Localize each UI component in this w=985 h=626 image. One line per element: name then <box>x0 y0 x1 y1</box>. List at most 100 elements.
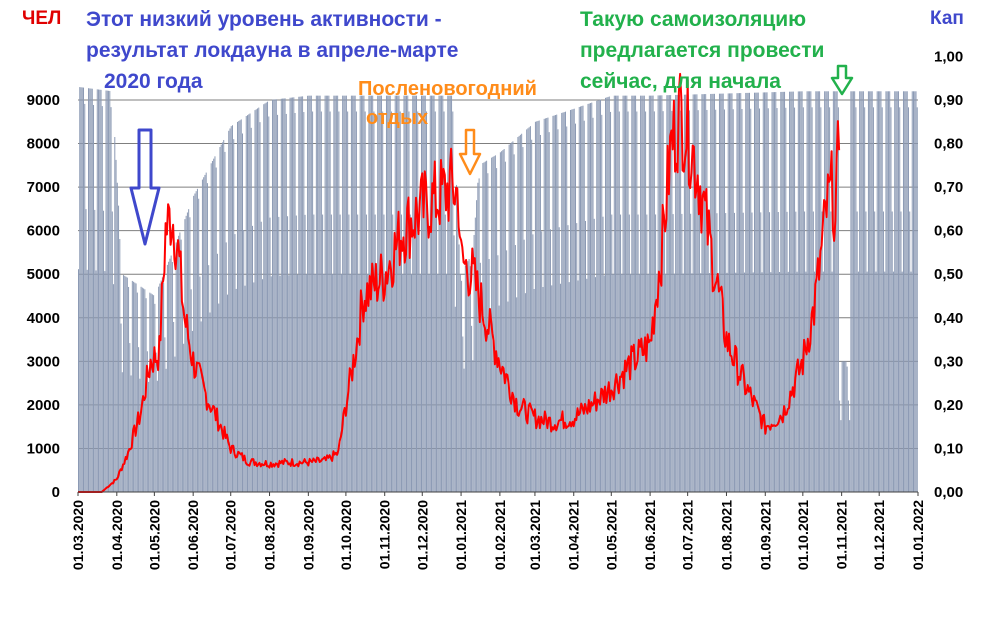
x-tick-label: 01.04.2021 <box>566 500 582 570</box>
capacity-bar <box>685 94 687 492</box>
capacity-bar <box>263 104 265 492</box>
capacity-bar <box>225 242 227 492</box>
capacity-bar <box>890 107 892 493</box>
capacity-bar <box>617 95 619 493</box>
x-tick-label: 01.06.2020 <box>185 500 201 570</box>
capacity-bar <box>847 400 849 492</box>
capacity-bar <box>228 130 230 492</box>
y-right-tick-labels: 0,00 0,10 0,20 0,30 0,40 0,50 0,60 0,70 0,80 0,90… <box>934 48 963 501</box>
capacity-bar <box>728 93 730 492</box>
capacity-bar <box>707 213 709 492</box>
capacity-bar <box>811 107 813 493</box>
capacity-bar <box>384 274 386 492</box>
capacity-bar <box>155 352 157 492</box>
capacity-bar <box>293 97 295 492</box>
capacity-bar <box>541 231 543 492</box>
capacity-bar <box>561 112 563 493</box>
capacity-bar <box>667 95 669 492</box>
x-tick-label: 01.09.2021 <box>757 500 773 570</box>
capacity-bar <box>209 312 211 492</box>
capacity-bar <box>666 95 668 492</box>
capacity-bar <box>600 99 602 492</box>
capacity-bar <box>812 211 814 492</box>
capacity-bar <box>708 273 710 492</box>
capacity-bar <box>412 95 414 493</box>
capacity-bar <box>135 283 137 492</box>
capacity-bar <box>675 94 677 492</box>
capacity-bar <box>562 112 564 492</box>
capacity-bar <box>433 95 435 493</box>
selfisolation-line-2: предлагается провести <box>580 39 825 62</box>
capacity-bar <box>165 368 167 492</box>
capacity-bar <box>264 103 266 492</box>
capacity-bar <box>780 91 782 492</box>
capacity-bar <box>592 117 594 493</box>
capacity-bar <box>240 119 242 492</box>
capacity-bar <box>787 271 789 492</box>
capacity-bar <box>790 91 792 492</box>
x-tick-label: 01.09.2020 <box>300 500 316 570</box>
capacity-bar <box>643 95 645 493</box>
capacity-bar <box>882 211 884 492</box>
capacity-bar <box>681 213 683 493</box>
newyear-line-1: Посленовогодний <box>358 78 537 100</box>
capacity-bar <box>289 97 291 493</box>
x-tick-label: 01.06.2021 <box>642 500 658 570</box>
capacity-bar <box>628 214 630 492</box>
capacity-bar <box>836 91 838 493</box>
capacity-bar <box>191 330 193 492</box>
capacity-bar <box>339 214 341 492</box>
capacity-bar <box>184 219 186 492</box>
capacity-bar <box>130 375 132 492</box>
capacity-bar <box>632 95 634 493</box>
capacity-bar <box>421 95 423 493</box>
capacity-bar <box>334 95 336 493</box>
capacity-bar <box>905 91 907 493</box>
capacity-bar <box>448 95 450 493</box>
capacity-bar <box>506 250 508 492</box>
capacity-bar <box>253 282 255 492</box>
capacity-bar <box>305 274 307 492</box>
capacity-bar <box>307 95 309 492</box>
capacity-bar <box>357 214 359 492</box>
capacity-bar <box>409 214 411 492</box>
capacity-bar <box>658 95 660 493</box>
capacity-bar <box>671 110 673 493</box>
capacity-bar <box>650 95 652 493</box>
capacity-bar <box>94 209 96 492</box>
capacity-bar <box>115 159 117 492</box>
capacity-bar <box>355 111 357 493</box>
capacity-bar <box>249 113 251 493</box>
capacity-bar <box>630 274 632 492</box>
capacity-bar <box>329 111 331 493</box>
capacity-bar <box>512 141 514 492</box>
capacity-bar <box>756 92 758 492</box>
capacity-bar <box>399 111 401 493</box>
capacity-bar <box>871 91 873 493</box>
capacity-bar <box>626 95 628 493</box>
capacity-bar <box>894 91 896 493</box>
y-right-tick-label: 0,60 <box>934 223 963 240</box>
capacity-bar <box>300 96 302 492</box>
capacity-bar <box>583 120 585 492</box>
capacity-bar <box>248 114 250 493</box>
capacity-bar <box>446 274 448 492</box>
capacity-bar <box>290 97 292 492</box>
capacity-bar <box>163 282 165 492</box>
capacity-bar <box>841 361 843 492</box>
capacity-bar <box>904 91 906 493</box>
capacity-bar <box>737 93 739 492</box>
x-tick-label: 01.02.2021 <box>492 500 508 570</box>
capacity-bar <box>235 288 237 492</box>
capacity-bar <box>85 209 87 492</box>
capacity-bar <box>638 274 640 492</box>
capacity-bar <box>598 100 600 492</box>
capacity-bar <box>691 273 693 492</box>
capacity-bar <box>636 111 638 493</box>
capacity-bar <box>572 109 574 492</box>
capacity-bar <box>582 105 584 492</box>
capacity-bar <box>618 111 620 493</box>
capacity-bar <box>188 209 190 493</box>
capacity-bar <box>579 106 581 493</box>
capacity-bar <box>731 93 733 493</box>
